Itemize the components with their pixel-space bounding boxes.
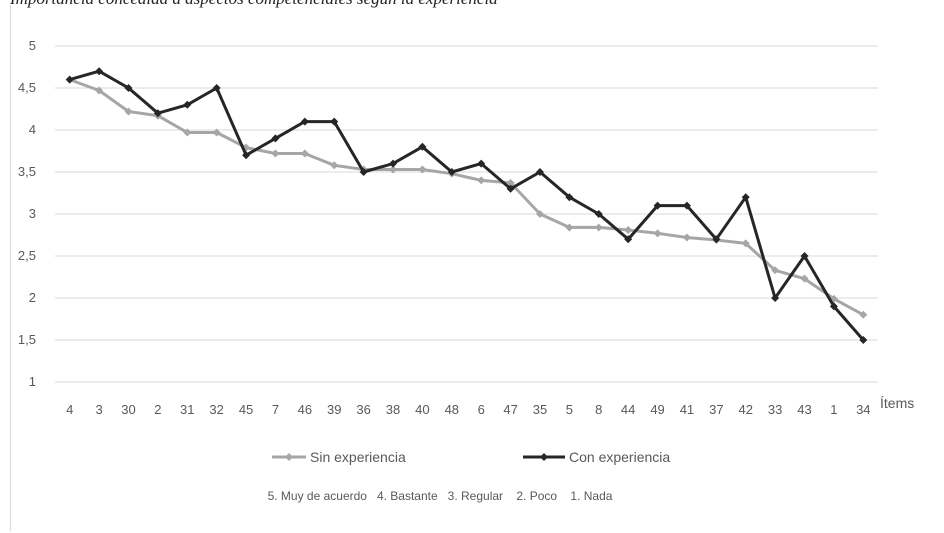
legend-marker: [285, 453, 293, 461]
x-tick-label: 42: [738, 402, 752, 417]
x-tick-label: 46: [298, 402, 312, 417]
x-tick-label: 3: [95, 402, 102, 417]
legend-item: Con experiencia: [523, 449, 670, 465]
x-tick-label: 47: [503, 402, 517, 417]
x-tick-label: 1: [830, 402, 837, 417]
series-con-experiencia: [66, 67, 868, 344]
x-axis-label: Ítems: [880, 395, 914, 411]
data-point: [683, 234, 691, 242]
legend-item: Sin experiencia: [272, 449, 406, 465]
x-tick-label: 40: [415, 402, 429, 417]
gridlines: [55, 46, 878, 382]
x-tick-label: 6: [478, 402, 485, 417]
x-tick-label: 49: [650, 402, 664, 417]
y-tick-label: 1,5: [18, 332, 36, 347]
x-tick-label: 34: [856, 402, 870, 417]
x-tick-label: 8: [595, 402, 602, 417]
y-tick-label: 4,5: [18, 80, 36, 95]
x-tick-label: 43: [797, 402, 811, 417]
x-tick-label: 38: [386, 402, 400, 417]
x-tick-label: 30: [121, 402, 135, 417]
y-tick-label: 1: [29, 374, 36, 389]
y-tick-label: 3: [29, 206, 36, 221]
legend-label: Sin experiencia: [310, 449, 406, 465]
x-tick-label: 33: [768, 402, 782, 417]
x-tick-label: 45: [239, 402, 253, 417]
legend-label: Con experiencia: [569, 449, 670, 465]
data-point: [477, 176, 485, 184]
legend: Sin experiencia Con experiencia: [272, 449, 670, 465]
data-point: [654, 229, 662, 237]
x-tick-label: 31: [180, 402, 194, 417]
x-tick-label: 4: [66, 402, 73, 417]
x-tick-label: 41: [680, 402, 694, 417]
data-point: [301, 150, 309, 158]
series-lines: [66, 67, 868, 344]
x-tick-label: 37: [709, 402, 723, 417]
x-tick-label: 39: [327, 402, 341, 417]
y-axis-ticks: 1 1,5 2 2,5 3 3,5 4 4,5 5: [18, 38, 36, 389]
x-axis-ticks: 4 3 30 2 31 32 45 7 46 39 36 38 40 48 6 47 35 5 8 44 49 41 37 4…: [66, 402, 870, 417]
x-tick-label: 36: [356, 402, 370, 417]
data-point: [624, 226, 632, 234]
series-line: [70, 71, 864, 340]
scale-note: 5. Muy de acuerdo 4. Bastante 3. Regular…: [268, 489, 613, 503]
x-tick-label: 44: [621, 402, 635, 417]
data-point: [66, 76, 74, 84]
data-point: [330, 161, 338, 169]
y-tick-label: 2: [29, 290, 36, 305]
x-tick-label: 5: [566, 402, 573, 417]
x-tick-label: 2: [154, 402, 161, 417]
x-tick-label: 35: [533, 402, 547, 417]
legend-marker: [540, 453, 548, 461]
y-tick-label: 5: [29, 38, 36, 53]
data-point: [595, 223, 603, 231]
y-tick-label: 4: [29, 122, 36, 137]
x-tick-label: 48: [445, 402, 459, 417]
y-tick-label: 3,5: [18, 164, 36, 179]
y-tick-label: 2,5: [18, 248, 36, 263]
x-tick-label: 7: [272, 402, 279, 417]
x-tick-label: 32: [209, 402, 223, 417]
data-point: [271, 150, 279, 158]
